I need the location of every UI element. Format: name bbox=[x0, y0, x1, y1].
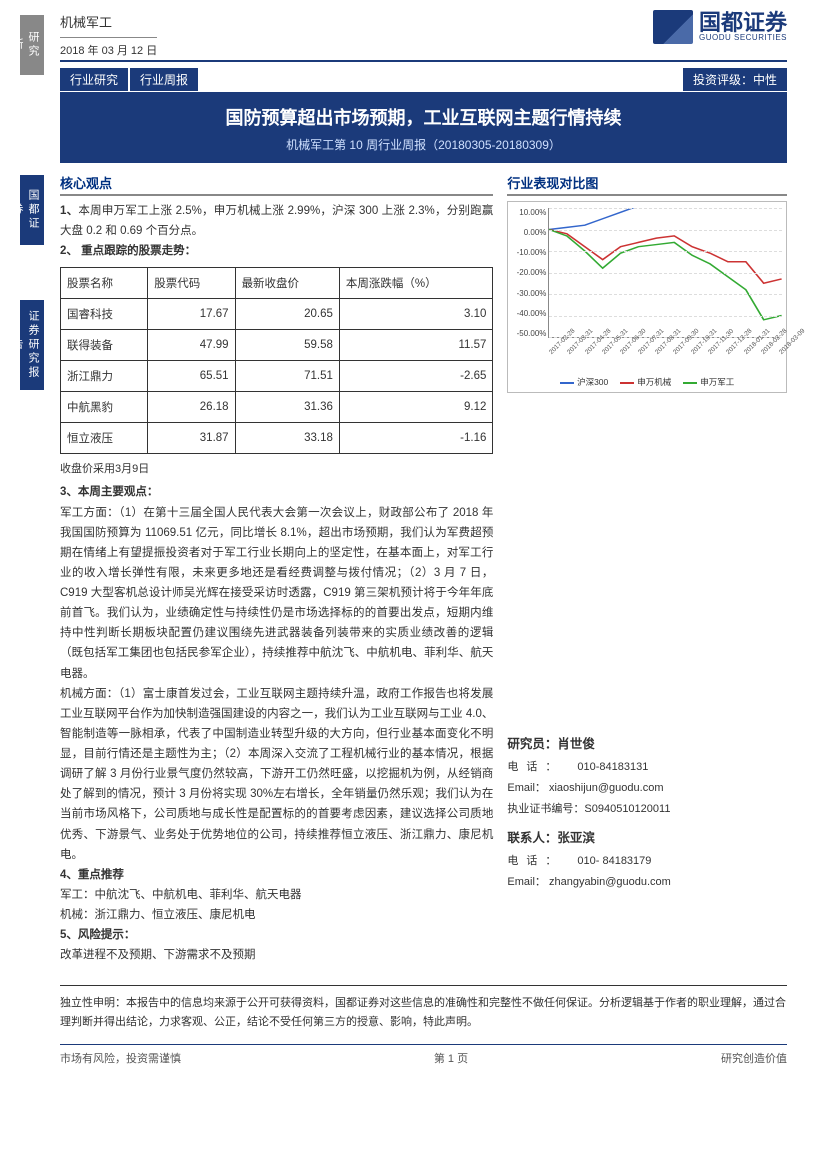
email-lbl: Email： bbox=[507, 782, 546, 794]
tel: 010-84183131 bbox=[577, 761, 648, 773]
analyst-h: 研究员：肖世俊 bbox=[507, 733, 787, 757]
title-sub: 机械军工第 10 周行业周报（20180305-20180309） bbox=[68, 136, 779, 153]
title-main: 国防预算超出市场预期，工业互联网主题行情持续 bbox=[68, 104, 779, 130]
left-column: 核心观点 1、本周申万军工上涨 2.5%，申万机械上涨 2.99%，沪深 300… bbox=[60, 169, 493, 965]
legend-3: 申万军工 bbox=[683, 376, 734, 388]
p1-lead: 1、 bbox=[60, 205, 78, 217]
category-bar: 行业研究 行业周报 投资评级：中性 bbox=[60, 68, 787, 91]
report-date: 2018 年 03 月 12 日 bbox=[60, 37, 157, 58]
p1-text: 本周申万军工上涨 2.5%，申万机械上涨 2.99%，沪深 300 上涨 2.3… bbox=[60, 205, 493, 237]
logo-icon bbox=[653, 10, 693, 44]
p3a: 军工方面：（1）在第十三届全国人民代表大会第一次会议上，财政部公布了 2018 … bbox=[60, 503, 493, 684]
th-name: 股票名称 bbox=[61, 268, 148, 299]
legend-2: 申万机械 bbox=[620, 376, 671, 388]
logo-cn: 国都证券 bbox=[699, 12, 787, 34]
th-code: 股票代码 bbox=[148, 268, 235, 299]
table-row: 中航黑豹26.1831.369.12 bbox=[61, 392, 493, 423]
cat-1: 行业研究 bbox=[60, 68, 128, 91]
table-row: 联得装备47.9959.5811.57 bbox=[61, 330, 493, 361]
x-axis: 2017-02-282017-03-312017-04-282017-05-31… bbox=[548, 351, 778, 358]
logo: 国都证券 GUODU SECURITIES bbox=[653, 10, 787, 44]
legend: 沪深300 申万机械 申万军工 bbox=[512, 376, 782, 388]
legend-1: 沪深300 bbox=[560, 376, 608, 388]
vertical-tab-firm: 国都证券 bbox=[20, 175, 44, 245]
header: 机械军工 2018 年 03 月 12 日 国都证券 GUODU SECURIT… bbox=[60, 10, 787, 62]
core-heading: 核心观点 bbox=[60, 173, 493, 196]
p2-lead: 2、 重点跟踪的股票走势： bbox=[60, 241, 493, 261]
disclaimer: 独立性申明：本报告中的信息均来源于公开可获得资料，国都证券对这些信息的准确性和完… bbox=[60, 985, 787, 1031]
title-block: 国防预算超出市场预期，工业互联网主题行情持续 机械军工第 10 周行业周报（20… bbox=[60, 92, 787, 163]
th-close: 最新收盘价 bbox=[235, 268, 339, 299]
table-row: 恒立液压31.8733.18-1.16 bbox=[61, 423, 493, 454]
rating: 投资评级：中性 bbox=[683, 68, 787, 91]
p5-lead: 5、风险提示： bbox=[60, 925, 493, 945]
cat-2: 行业周报 bbox=[130, 68, 198, 91]
tel-lbl: 电话： bbox=[507, 757, 577, 778]
table-row: 国睿科技17.6720.653.10 bbox=[61, 299, 493, 330]
tel2: 010- 84183179 bbox=[577, 855, 651, 867]
p4b: 机械：浙江鼎力、恒立液压、康尼机电 bbox=[60, 905, 493, 925]
contact-block: 研究员：肖世俊 电话：010-84183131 Email： xiaoshiju… bbox=[507, 733, 787, 893]
footer-center: 第 1 页 bbox=[434, 1050, 468, 1066]
perf-chart: 10.00%0.00%-10.00%-20.00%-30.00%-40.00%-… bbox=[507, 201, 787, 393]
table-row: 浙江鼎力65.5171.51-2.65 bbox=[61, 361, 493, 392]
page: 研究所 国都证券 证券研究报告 机械军工 2018 年 03 月 12 日 国都… bbox=[0, 0, 827, 1076]
tel2-lbl: 电话： bbox=[507, 851, 577, 872]
contact-h: 联系人：张亚滨 bbox=[507, 827, 787, 851]
th-chg: 本周涨跌幅（%） bbox=[339, 268, 493, 299]
vertical-tab-report: 证券研究报告 bbox=[20, 300, 44, 390]
footer-right: 研究创造价值 bbox=[721, 1050, 787, 1066]
email2: zhangyabin@guodu.com bbox=[549, 876, 671, 888]
right-column: 行业表现对比图 10.00%0.00%-10.00%-20.00%-30.00%… bbox=[507, 169, 787, 965]
p3-lead: 3、本周主要观点： bbox=[60, 482, 493, 502]
p3b: 机械方面：（1）富士康首发过会，工业互联网主题持续升温，政府工作报告也将发展工业… bbox=[60, 684, 493, 865]
p4a: 军工：中航沈飞、中航机电、菲利华、航天电器 bbox=[60, 885, 493, 905]
email: xiaoshijun@guodu.com bbox=[549, 782, 664, 794]
logo-en: GUODU SECURITIES bbox=[699, 34, 787, 42]
cert-lbl: 执业证书编号： bbox=[507, 803, 584, 815]
email2-lbl: Email： bbox=[507, 876, 546, 888]
vertical-tab-dept: 研究所 bbox=[20, 15, 44, 75]
cert: S0940510120011 bbox=[584, 803, 670, 815]
p5: 改革进程不及预期、下游需求不及预期 bbox=[60, 945, 493, 965]
p4-lead: 4、重点推荐 bbox=[60, 865, 493, 885]
footer-left: 市场有风险，投资需谨慎 bbox=[60, 1050, 181, 1066]
sector-label: 机械军工 bbox=[60, 10, 157, 37]
chart-heading: 行业表现对比图 bbox=[507, 173, 787, 196]
footer: 市场有风险，投资需谨慎 第 1 页 研究创造价值 bbox=[60, 1044, 787, 1066]
stock-table: 股票名称 股票代码 最新收盘价 本周涨跌幅（%） 国睿科技17.6720.653… bbox=[60, 267, 493, 454]
plot-area bbox=[548, 208, 782, 338]
y-axis: 10.00%0.00%-10.00%-20.00%-30.00%-40.00%-… bbox=[512, 208, 548, 338]
table-note: 收盘价采用3月9日 bbox=[60, 460, 493, 476]
